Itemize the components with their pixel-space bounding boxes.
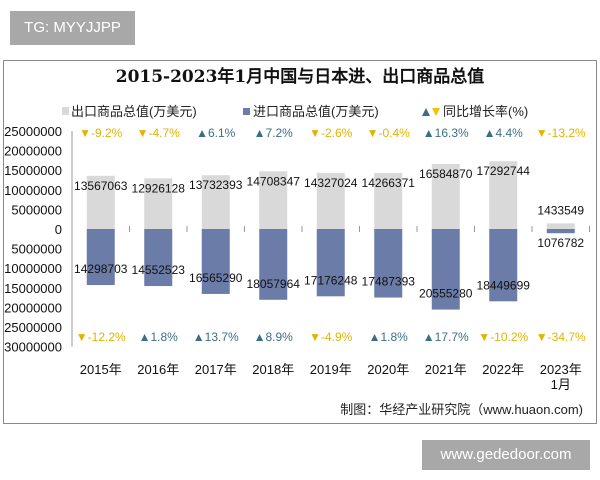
x-tick-label: 2021年 (425, 362, 467, 377)
y-tick-label: 5000000 (11, 242, 62, 257)
export-growth-label: ▲7.2% (254, 126, 294, 140)
export-bar (144, 178, 173, 229)
export-growth-label: ▲4.4% (484, 126, 524, 140)
y-tick-label: 0 (55, 222, 62, 237)
tag-label: TG: MYYJJPP (10, 11, 135, 45)
x-tick-label: 2016年 (137, 362, 179, 377)
legend-up-triangle-icon (422, 108, 430, 116)
legend-export: 出口商品总值(万美元) (71, 104, 197, 119)
export-bar (201, 175, 230, 229)
x-tick-label: 2023年 (540, 362, 582, 377)
import-growth-label: ▲8.9% (254, 330, 294, 344)
x-tick-label: 2017年 (195, 362, 237, 377)
legend-swatch-export (62, 107, 69, 115)
import-value-label: 20555280 (419, 287, 473, 301)
export-value-label: 13732393 (189, 178, 243, 192)
watermark-label: www.gededoor.com (422, 440, 590, 470)
import-value-label: 17176248 (304, 273, 358, 287)
export-value-label: 12926128 (132, 181, 186, 195)
import-growth-label: ▲1.8% (139, 330, 179, 344)
import-growth-label: ▲13.7% (193, 330, 239, 344)
y-tick-label: 15000000 (4, 281, 62, 296)
export-growth-label: ▼-4.7% (137, 126, 181, 140)
export-value-label: 14327024 (304, 176, 358, 190)
legend-growth: 同比增长率(%) (443, 104, 528, 119)
y-tick-label: 5000000 (11, 202, 62, 217)
export-growth-label: ▼-2.6% (309, 126, 353, 140)
export-growth-label: ▼-9.2% (79, 126, 123, 140)
export-growth-label: ▼-0.4% (367, 126, 411, 140)
import-growth-label: ▲17.7% (423, 330, 469, 344)
import-growth-label: ▼-10.2% (478, 330, 528, 344)
y-tick-label: 10000000 (4, 261, 62, 276)
x-tick-label: 2015年 (80, 362, 122, 377)
export-value-label: 14708347 (247, 174, 301, 188)
import-growth-label: ▼-34.7% (536, 330, 586, 344)
export-bar (86, 175, 115, 229)
import-growth-label: ▼-12.2% (76, 330, 126, 344)
export-growth-label: ▼-13.2% (536, 126, 586, 140)
source-note: 制图：华经产业研究院（www.huaon.com) (340, 402, 583, 417)
export-value-label: 17292744 (477, 164, 531, 178)
import-bar (316, 229, 345, 297)
x-tick-label: 2022年 (482, 362, 524, 377)
y-tick-label: 20000000 (4, 300, 62, 315)
import-bar (201, 229, 230, 294)
export-bar (316, 172, 345, 229)
import-growth-label: ▲1.8% (369, 330, 409, 344)
legend-down-triangle-icon (432, 108, 440, 116)
export-growth-label: ▲6.1% (196, 126, 236, 140)
import-value-label: 16565290 (189, 271, 243, 285)
import-value-label: 14552523 (132, 263, 186, 277)
import-bar (144, 229, 173, 287)
chart-title: 2015-2023年1月中国与日本进、出口商品总值 (116, 66, 485, 87)
y-tick-label: 15000000 (4, 163, 62, 178)
export-bar (374, 173, 403, 229)
import-bar (489, 229, 518, 302)
x-tick-label: 2018年 (252, 362, 294, 377)
import-bar (431, 229, 460, 310)
x-tick-label: 2020年 (367, 362, 409, 377)
export-growth-label: ▲16.3% (423, 126, 469, 140)
export-bar (489, 161, 518, 229)
import-bar (259, 229, 288, 300)
y-tick-label: 25000000 (4, 320, 62, 335)
import-value-label: 18057964 (247, 277, 301, 291)
y-tick-label: 20000000 (4, 144, 62, 159)
export-value-label: 13567063 (74, 179, 128, 193)
export-value-label: 16584870 (419, 167, 473, 181)
import-value-label: 1076782 (537, 236, 584, 250)
legend-import: 进口商品总值(万美元) (253, 104, 379, 119)
import-value-label: 17487393 (362, 275, 416, 289)
y-tick-label: 30000000 (4, 340, 62, 355)
x-tick-label: 1月 (551, 377, 571, 392)
legend-swatch-import (243, 108, 250, 115)
import-value-label: 18449699 (477, 278, 531, 292)
export-bar (259, 171, 288, 229)
import-bar (546, 229, 575, 234)
import-value-label: 14298703 (74, 262, 128, 276)
y-tick-label: 10000000 (4, 183, 62, 198)
export-value-label: 1433549 (537, 203, 584, 217)
export-bar (546, 223, 575, 229)
import-bar (374, 229, 403, 298)
import-growth-label: ▼-4.9% (309, 330, 353, 344)
x-tick-label: 2019年 (310, 362, 352, 377)
export-value-label: 14266371 (362, 176, 416, 190)
export-bar (431, 163, 460, 229)
import-bar (86, 229, 115, 286)
y-tick-label: 25000000 (4, 124, 62, 139)
